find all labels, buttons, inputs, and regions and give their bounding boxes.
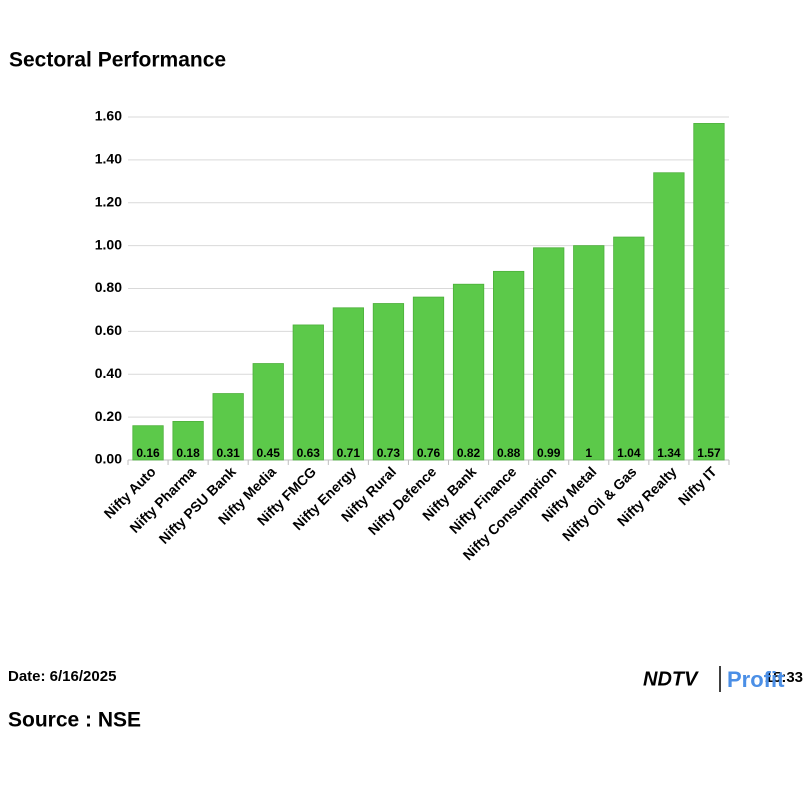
data-label: 0.88 [497, 446, 521, 460]
logo-background [642, 664, 762, 692]
data-label: 0.73 [377, 446, 401, 460]
data-label: 0.71 [337, 446, 361, 460]
data-label: 0.63 [297, 446, 321, 460]
y-tick-label: 1.60 [95, 108, 122, 124]
bar [172, 421, 204, 461]
data-label: 0.99 [537, 446, 561, 460]
y-tick-label: 1.20 [95, 193, 122, 209]
data-label: 1 [585, 446, 592, 460]
data-label: 0.82 [457, 446, 481, 460]
logo-product: Profit [727, 667, 785, 692]
data-label: 0.45 [257, 446, 281, 460]
y-tick-label: 0.20 [95, 408, 122, 424]
data-label: 0.76 [417, 446, 441, 460]
bar [653, 172, 685, 461]
y-tick-label: 0.80 [95, 279, 122, 295]
bar [212, 393, 244, 461]
bar [292, 324, 324, 461]
bar [132, 425, 164, 461]
data-label: 1.34 [657, 446, 681, 460]
bar [252, 363, 284, 461]
y-tick-label: 0.00 [95, 451, 122, 467]
bar [573, 245, 605, 461]
y-tick-label: 1.40 [95, 151, 122, 167]
bar [493, 270, 525, 461]
y-tick-label: 0.60 [95, 322, 122, 338]
bar [412, 296, 445, 461]
bar [452, 283, 485, 461]
y-tick-label: 0.40 [95, 365, 122, 381]
chart-title: Sectoral Performance [9, 49, 226, 72]
data-label: 1.57 [697, 446, 721, 460]
data-label: 0.31 [216, 446, 240, 460]
bar [613, 236, 645, 461]
logo-brand: NDTV [643, 668, 699, 690]
y-tick-label: 1.00 [95, 236, 122, 252]
date: Date: 6/16/2025 [8, 668, 116, 685]
bar [693, 123, 725, 461]
data-label: 0.18 [176, 446, 200, 460]
bar [533, 247, 565, 461]
data-label: 0.16 [136, 446, 160, 460]
source: Source : NSE [8, 709, 141, 732]
bar [372, 303, 405, 461]
data-label: 1.04 [617, 446, 641, 460]
bar [332, 307, 364, 461]
